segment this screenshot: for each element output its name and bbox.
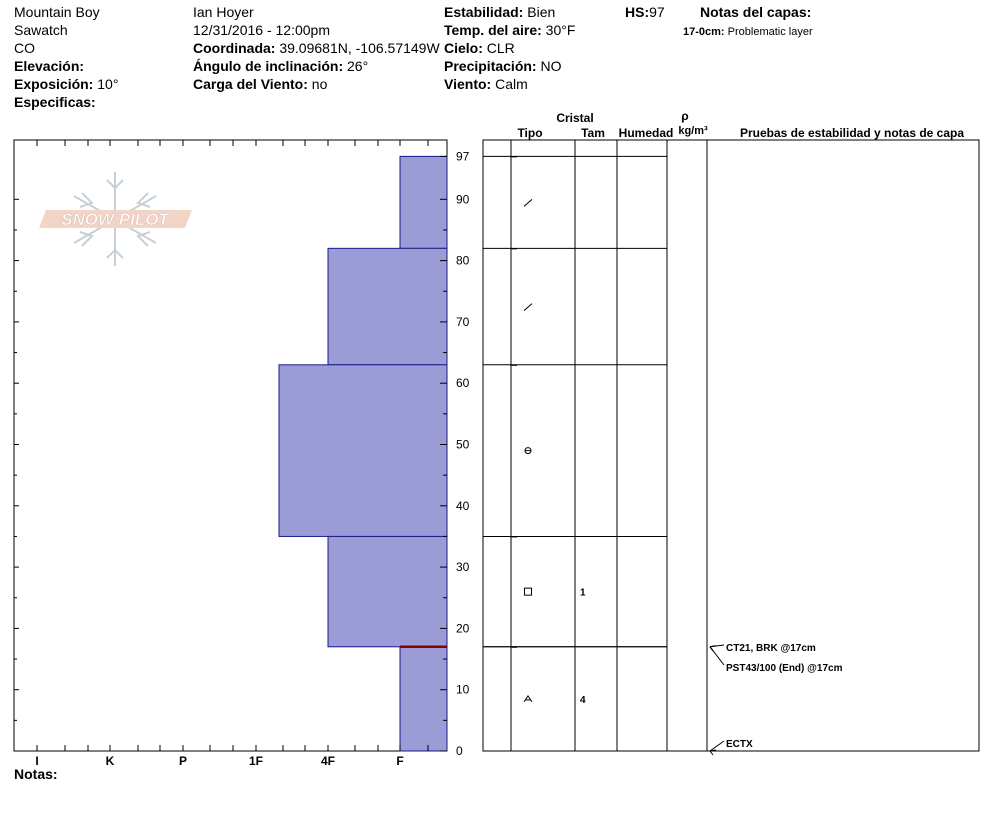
precip-value: NO: [540, 58, 562, 74]
location: Mountain Boy: [14, 4, 100, 20]
coord-label: Coordinada:: [193, 40, 276, 56]
grain-symbol-0: [523, 198, 533, 207]
wind-label: Viento:: [444, 76, 492, 92]
hardness-layer-4: [399, 646, 448, 752]
logo-text: SNOW PILOT: [61, 210, 170, 229]
state: CO: [14, 40, 35, 56]
hardness-label-4F: 4F: [321, 754, 335, 768]
test-label-0: CT21, BRK @17cm: [726, 643, 816, 654]
slope-label: Ángulo de inclinación:: [193, 58, 344, 74]
test-label-1: PST43/100 (End) @17cm: [726, 663, 843, 674]
grain-symbol-3: [524, 587, 532, 596]
precip-label: Precipitación:: [444, 58, 537, 74]
stability-label: Estabilidad:: [444, 4, 524, 20]
header-moisture: Humedad: [619, 126, 674, 140]
grain-size-3: 1: [580, 588, 586, 599]
aspect: Exposición: 10°: [14, 76, 118, 92]
y-tick-label-top: 97: [456, 149, 470, 163]
y-tick-label-20: 20: [456, 621, 470, 635]
specifics-label: Especificas:: [14, 94, 96, 110]
hs-label: HS:: [625, 4, 650, 20]
hardness-label-I: I: [35, 754, 38, 768]
elevation-label: Elevación:: [14, 58, 85, 74]
y-tick-label-40: 40: [456, 499, 470, 513]
y-tick-label-90: 90: [456, 192, 470, 206]
hardness-layer-3: [327, 535, 448, 648]
layer-note-text: Problematic layer: [727, 26, 813, 38]
test-arrowhead-2: [709, 749, 717, 756]
precipitation: Precipitación: NO: [444, 58, 561, 74]
y-tick-label-30: 30: [456, 560, 470, 574]
snowpilot-logo: SNOW PILOT: [39, 172, 192, 266]
hs-value: 97: [649, 4, 665, 20]
hardness-label-1F: 1F: [249, 754, 263, 768]
hardness-layers: [278, 155, 448, 752]
observer: Ian Hoyer: [193, 4, 254, 20]
wind-value: Calm: [495, 76, 528, 92]
wind-load-value: no: [311, 76, 328, 92]
test-arrowhead-1: [709, 645, 717, 652]
hardness-label-K: K: [106, 754, 115, 768]
datetime: 12/31/2016 - 12:00pm: [193, 22, 330, 38]
hardness-layer-0: [399, 155, 448, 249]
grain-depth-hoar-icon: [523, 694, 533, 703]
header-density-unit: kg/m³: [678, 125, 708, 137]
wind-load: Carga del Viento: no: [193, 76, 327, 92]
sky-label: Cielo:: [444, 40, 483, 56]
hardness-label-F: F: [396, 754, 403, 768]
axis-ticks: 0 10 20 30 40 50 60 70 80 90 97 I K P 1F 4F F: [13, 140, 470, 768]
snow-height: HS:97: [625, 4, 665, 20]
air-temp-label: Temp. del aire:: [444, 22, 542, 38]
range: Sawatch: [14, 22, 68, 38]
slope: Ángulo de inclinación: 26°: [193, 58, 368, 74]
coord-value: 39.09681N, -106.57149W: [279, 40, 440, 56]
grain-size-4: 4: [580, 695, 586, 706]
grain-decomposing-icon: [523, 303, 533, 311]
layer-notes-label: Notas del capas:: [700, 4, 812, 20]
test-label-2: ECTX: [726, 739, 753, 750]
grain-symbol-4: [523, 694, 533, 703]
hardness-label-P: P: [179, 754, 187, 768]
grain-symbol-2: [524, 447, 532, 455]
slope-value: 26°: [347, 58, 369, 74]
header-size: Tam: [581, 126, 605, 140]
layer-rows: 14: [483, 155, 667, 706]
y-tick-label-0: 0: [456, 744, 463, 758]
grain-symbol-1: [523, 303, 533, 311]
header-type: Tipo: [517, 126, 542, 140]
test-arrow-2: [709, 740, 725, 752]
y-tick-label-10: 10: [456, 683, 470, 697]
y-tick-label-80: 80: [456, 254, 470, 268]
elevation: Elevación:: [14, 58, 84, 74]
coordinates: Coordinada: 39.09681N, -106.57149W: [193, 40, 440, 56]
aspect-label: Exposición:: [14, 76, 94, 92]
grain-decomposing-icon: [523, 198, 533, 207]
hardness-layer-1: [327, 247, 448, 366]
stability-tests: CT21, BRK @17cm PST43/100 (End) @17cm ECTX: [709, 643, 843, 756]
air-temp-value: 30°F: [545, 22, 576, 38]
y-tick-label-70: 70: [456, 315, 470, 329]
y-tick-label-60: 60: [456, 376, 470, 390]
layer-note-depth: 17-0cm:: [683, 26, 725, 38]
sky-value: CLR: [486, 40, 515, 56]
stability: Estabilidad: Bien: [444, 4, 555, 20]
y-tick-label-50: 50: [456, 438, 470, 452]
grain-faceted-icon: [524, 587, 532, 596]
hardness-layer-2: [278, 364, 448, 537]
layer-note: 17-0cm: Problematic layer: [683, 24, 813, 40]
sky: Cielo: CLR: [444, 40, 515, 56]
header-rho: ρ: [681, 109, 688, 123]
crystal-table-frame: [482, 139, 980, 752]
header-crystal: Cristal: [556, 111, 593, 125]
logo-band: [39, 210, 192, 228]
aspect-value: 10°: [97, 76, 119, 92]
stability-value: Bien: [527, 4, 556, 20]
wind-load-label: Carga del Viento:: [193, 76, 308, 92]
air-temp: Temp. del aire: 30°F: [444, 22, 575, 38]
header-tests: Pruebas de estabilidad y notas de capa: [740, 126, 964, 140]
notes-label: Notas:: [14, 766, 58, 782]
wind: Viento: Calm: [444, 76, 528, 92]
